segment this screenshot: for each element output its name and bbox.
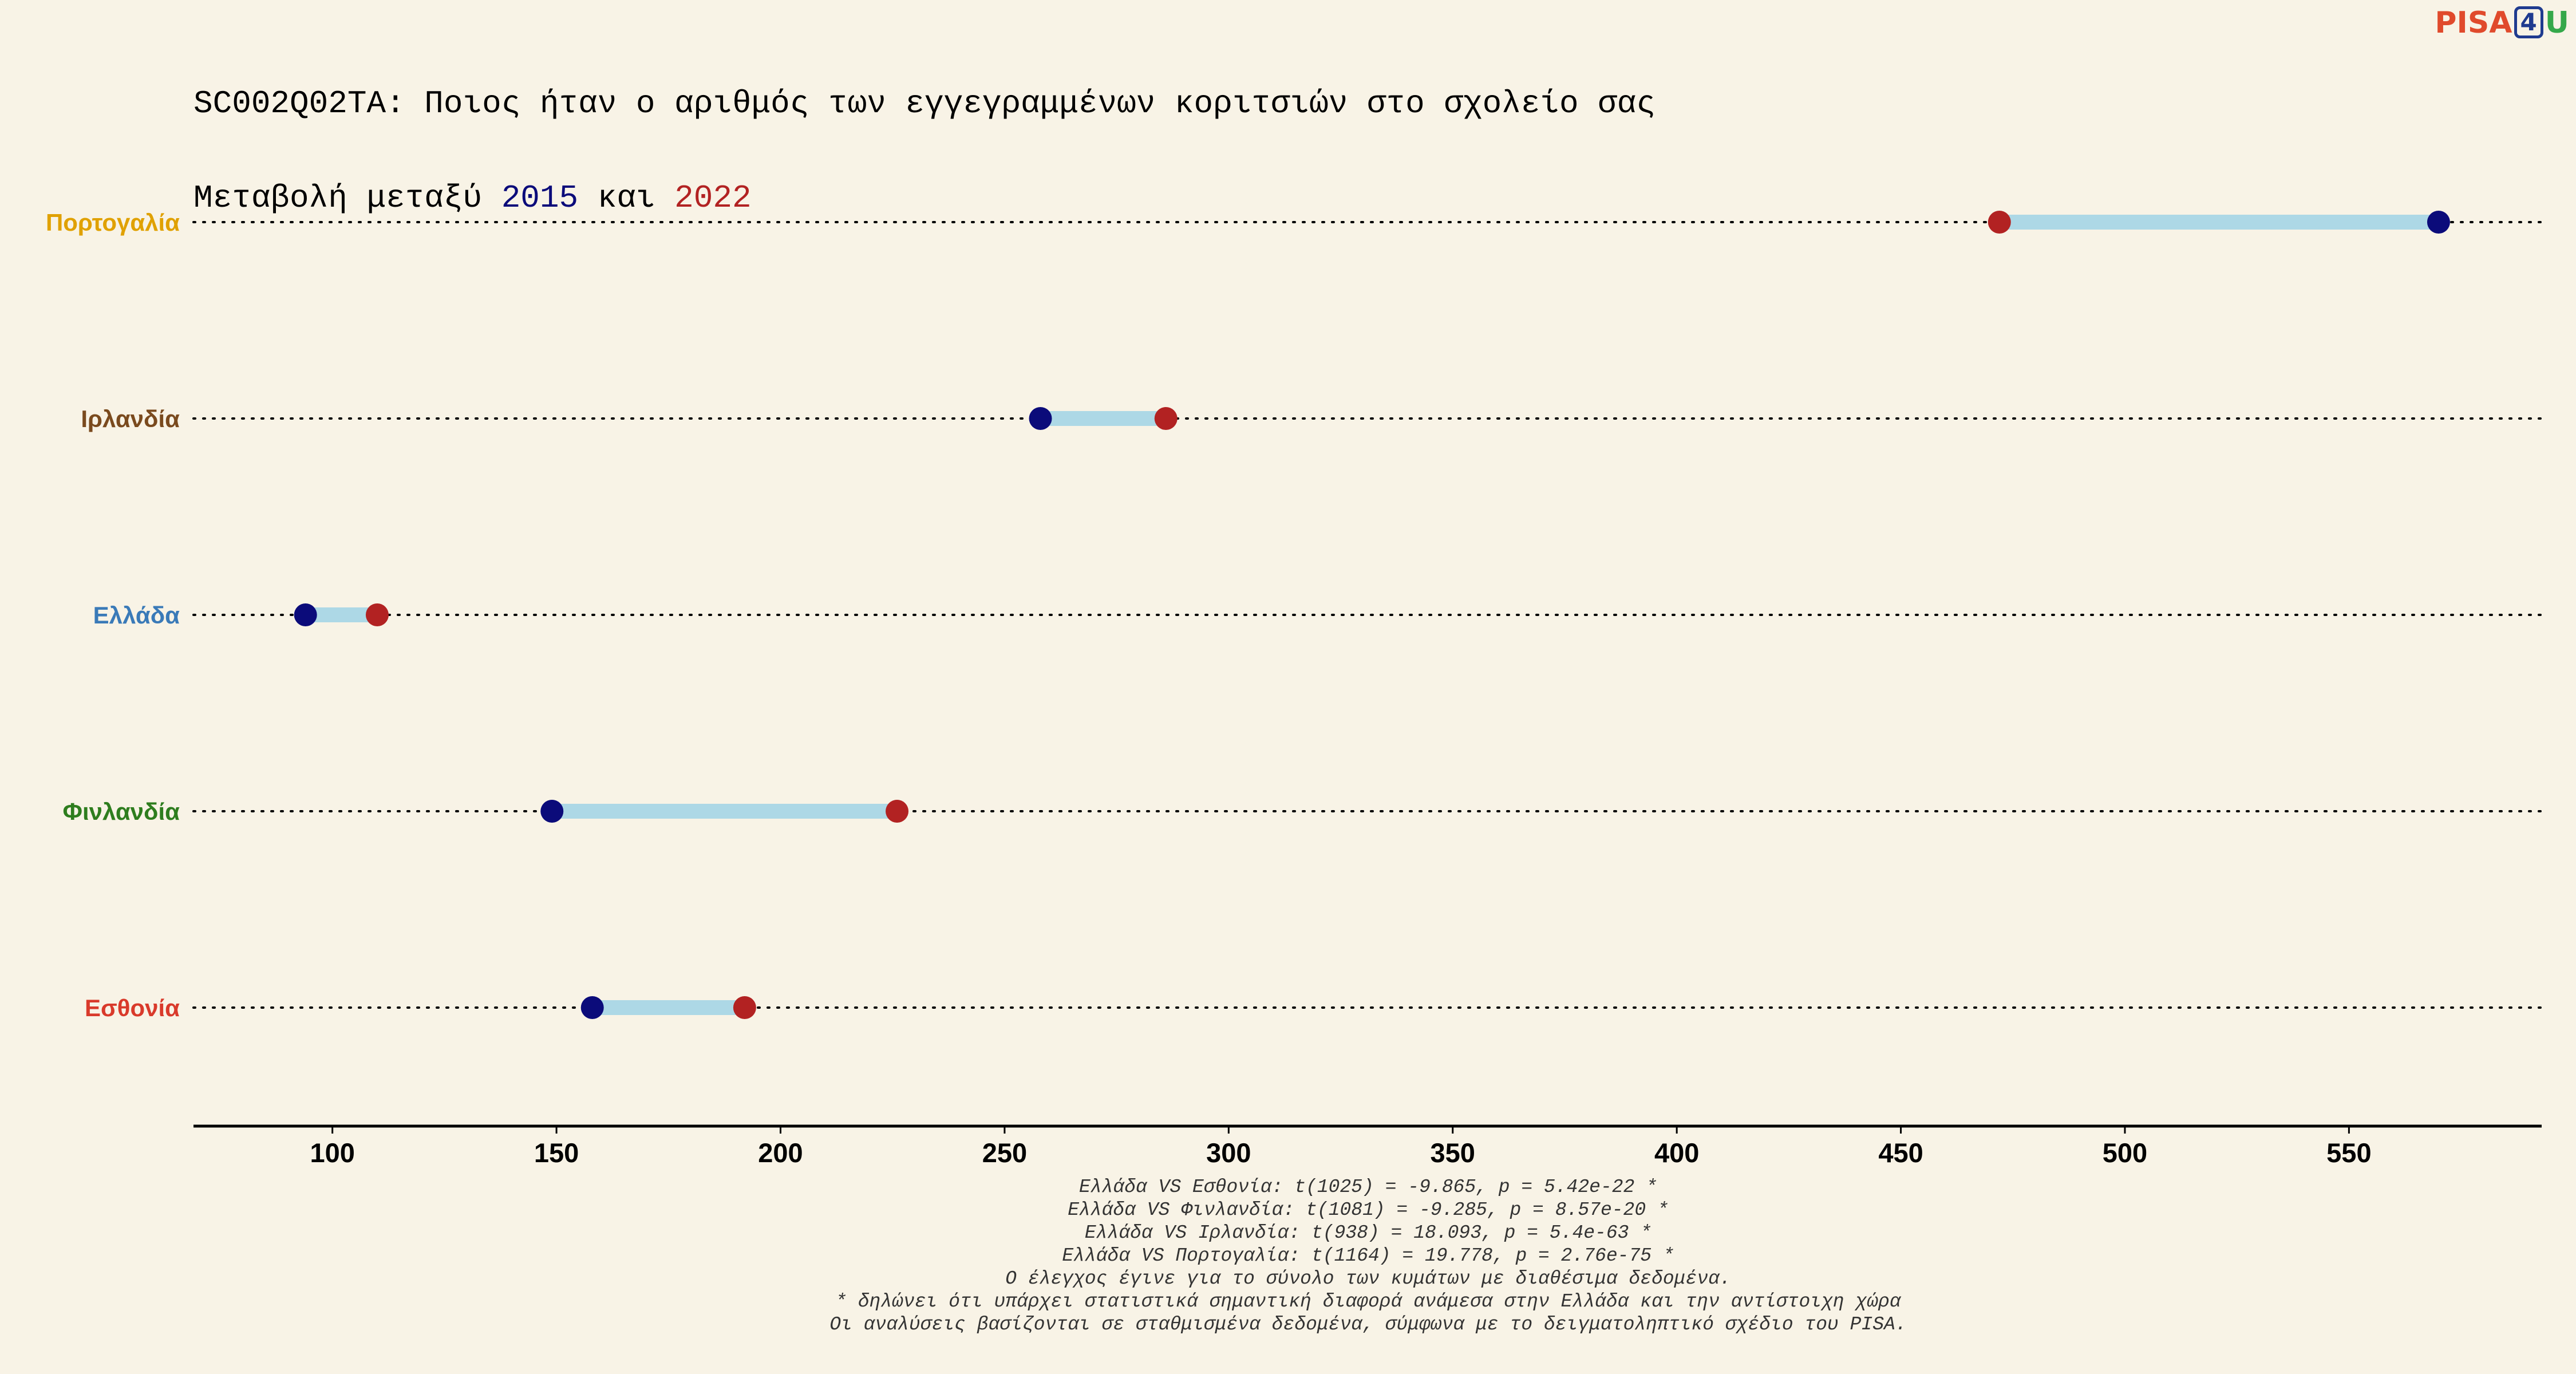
x-tick-label: 200 [758,1138,803,1168]
note-line: Ελλάδα VS Φινλανδία: t(1081) = -9.285, p… [1068,1199,1669,1221]
category-label: Ιρλανδία [81,405,180,432]
x-tick-label: 450 [1878,1138,1923,1168]
statistical-notes: Ελλάδα VS Εσθονία: t(1025) = -9.865, p =… [738,1176,1998,1336]
title-conjunction: και [578,180,675,216]
point-2022 [1988,211,2011,234]
title-line-2: Μεταβολή μεταξύ 2015 και 2022 [193,180,1656,216]
chart-title: SC002Q02TA: Ποιος ήταν ο αριθμός των εγγ… [193,25,1656,246]
logo-four: 4 [2514,6,2543,38]
x-tick-label: 150 [534,1138,579,1168]
x-tick-label: 350 [1431,1138,1475,1168]
point-2022 [365,603,389,626]
point-2022 [733,996,756,1019]
note-line: Ελλάδα VS Πορτογαλία: t(1164) = 19.778, … [1062,1245,1674,1266]
category-label: Εσθονία [85,994,180,1021]
note-line: Ελλάδα VS Εσθονία: t(1025) = -9.865, p =… [1079,1176,1657,1198]
chart-rows: Πορτογαλία Ιρλανδία Ελλάδα Φινλανδία Εσθονία [46,209,2543,1021]
x-tick-label: 500 [2103,1138,2147,1168]
category-label: Φινλανδία [63,798,180,825]
point-2015 [2427,211,2450,234]
point-2015 [580,996,604,1019]
x-tick-label: 300 [1206,1138,1251,1168]
note-line: * δηλώνει ότι υπάρχει στατιστικά σημαντι… [835,1291,1901,1312]
title-year-2022: 2022 [674,180,752,216]
point-2022 [1154,407,1178,430]
category-label: Ελλάδα [93,602,180,629]
point-2022 [886,800,909,823]
x-axis-ticks: 100 150 200 250 300 350 400 450 500 550 [310,1126,2372,1168]
x-tick-label: 250 [982,1138,1027,1168]
x-tick-label: 400 [1654,1138,1699,1168]
x-tick-label: 100 [310,1138,354,1168]
x-tick-label: 550 [2326,1138,2371,1168]
point-2015 [1029,407,1052,430]
title-line-1: SC002Q02TA: Ποιος ήταν ο αριθμός των εγγ… [193,85,1656,122]
category-label: Πορτογαλία [46,209,180,236]
logo-u: U [2545,6,2569,40]
point-2015 [540,800,564,823]
note-line: Ο έλεγχος έγινε για το σύνολο των κυμάτω… [1005,1268,1731,1289]
logo-pisa: PISA [2435,6,2512,40]
pisa4u-logo: PISA 4 U [2435,6,2569,40]
dumbbell-chart: Πορτογαλία Ιρλανδία Ελλάδα Φινλανδία Εσθονία… [46,209,2543,1168]
title-year-2015: 2015 [501,180,579,216]
point-2015 [294,603,317,626]
note-line: Ελλάδα VS Ιρλανδία: t(938) = 18.093, p =… [1084,1222,1652,1243]
note-line: Οι αναλύσεις βασίζονται σε σταθμισμένα δ… [829,1314,1907,1335]
title-prefix: Μεταβολή μεταξύ [193,180,501,216]
